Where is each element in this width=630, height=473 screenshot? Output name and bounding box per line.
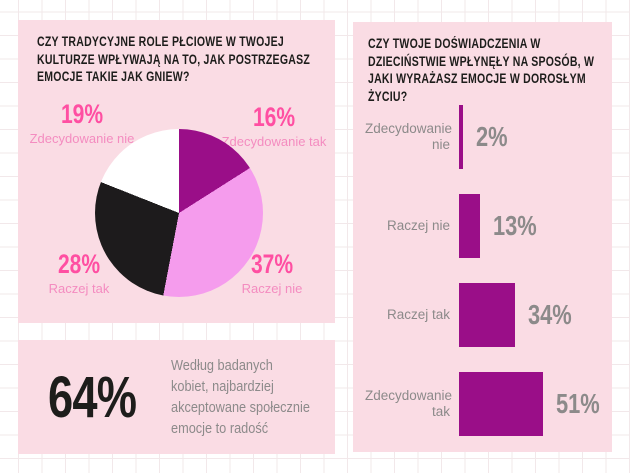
bar-value-label: 34% xyxy=(528,299,572,330)
pie-percent: 19% xyxy=(60,99,104,129)
pie-callout-zdecydowanie-nie: 19% Zdecydowanie nie xyxy=(26,100,138,146)
bar-value-label: 13% xyxy=(493,210,538,241)
pie-callout-zdecydowanie-tak: 16% Zdecydowanie tak xyxy=(218,103,330,149)
bar-row: Zdecydowanie nie 2% xyxy=(365,105,606,169)
stat-panel: 64% Według badanych kobiet, najbardziej … xyxy=(18,340,335,454)
pie-percent: 37% xyxy=(250,249,294,279)
pie-panel: CZY TRADYCYJNE ROLE PŁCIOWE W TWOJEJ KUL… xyxy=(18,20,335,323)
pie-percent: 16% xyxy=(252,102,296,132)
stat-text: Według badanych kobiet, najbardziej akce… xyxy=(171,357,311,437)
bar-chart: Zdecydowanie nie 2% Raczej nie 13% Racze… xyxy=(365,105,606,436)
bar-rect xyxy=(459,283,516,347)
bar-category-label: Raczej tak xyxy=(386,307,450,322)
pie-callout-raczej-tak: 28% Raczej tak xyxy=(23,250,135,296)
pie-label: Zdecydowanie tak xyxy=(221,134,327,149)
bar-category-label: Zdecydowanie tak xyxy=(365,388,453,419)
bar-rect xyxy=(459,194,481,258)
bar-value-label: 51% xyxy=(556,388,600,419)
bar-rect xyxy=(459,105,463,169)
bar-category-label: Zdecydowanie nie xyxy=(365,121,453,152)
bar-row: Raczej nie 13% xyxy=(365,194,606,258)
pie-callout-raczej-nie: 37% Raczej nie xyxy=(216,250,328,296)
pie-label: Raczej tak xyxy=(48,281,110,296)
pie-chart xyxy=(95,129,263,297)
stat-value: 64% xyxy=(48,364,137,430)
bar-panel: CZY TWOJE DOŚWIADCZENIA W DZIECIŃSTWIE W… xyxy=(353,22,612,452)
bar-category-label: Raczej nie xyxy=(386,218,450,233)
bar-value-label: 2% xyxy=(475,121,508,152)
pie-percent: 28% xyxy=(57,249,101,279)
bar-rect xyxy=(459,372,544,436)
pie-label: Raczej nie xyxy=(241,281,303,296)
bar-row: Zdecydowanie tak 51% xyxy=(365,372,606,436)
bar-row: Raczej tak 34% xyxy=(365,283,606,347)
pie-label: Zdecydowanie nie xyxy=(29,131,135,146)
bar-panel-title: CZY TWOJE DOŚWIADCZENIA W DZIECIŃSTWIE W… xyxy=(368,36,595,104)
pie-panel-title: CZY TRADYCYJNE ROLE PŁCIOWE W TWOJEJ KUL… xyxy=(37,34,311,84)
